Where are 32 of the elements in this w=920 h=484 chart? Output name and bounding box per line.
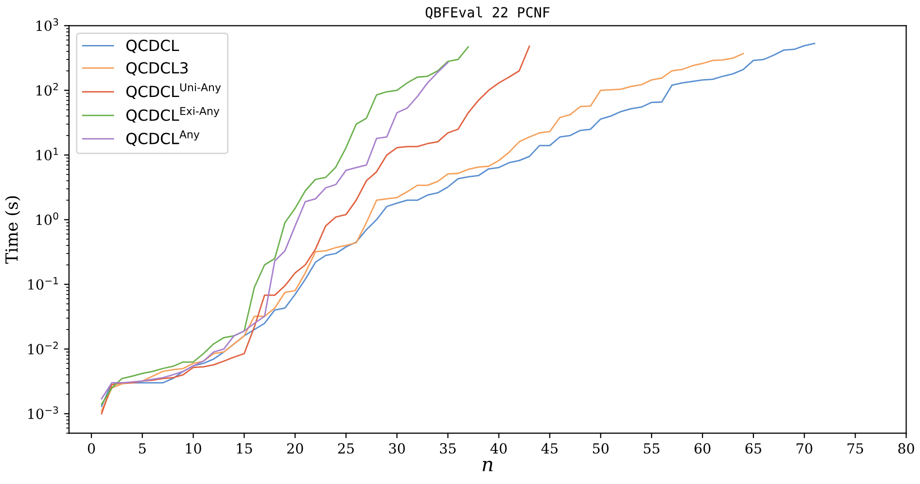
x-tick-label: 80 <box>898 443 914 454</box>
y-tick-label: 10$^{0}$ <box>36 212 58 226</box>
legend-label: QCDCL <box>126 40 180 53</box>
x-tick-label: 60 <box>694 443 710 454</box>
y-tick-label: 10$^{2}$ <box>36 82 58 96</box>
legend-label: QCDCL$^{Uni-Any}$ <box>126 83 221 100</box>
x-axis-title: n <box>482 460 493 472</box>
x-tick-label: 35 <box>440 443 456 454</box>
chart-title: QBFEval 22 PCNF <box>426 6 550 20</box>
y-tick-label: 10$^{−2}$ <box>28 342 58 354</box>
legend-label: QCDCL$^{Any}$ <box>126 130 200 146</box>
y-tick-label: 10$^{−3}$ <box>28 406 58 420</box>
x-tick-label: 40 <box>490 443 507 454</box>
y-tick-label: 10$^{1}$ <box>36 148 58 160</box>
x-tick-label: 65 <box>746 443 762 454</box>
x-tick-label: 45 <box>541 443 558 454</box>
x-tick-label: 25 <box>338 443 354 454</box>
x-tick-label: 50 <box>592 443 609 454</box>
x-tick-label: 10 <box>186 443 202 454</box>
y-tick-label: 10$^{−1}$ <box>28 277 58 290</box>
y-axis-title: Time (s) <box>4 196 20 264</box>
x-tick-label: 5 <box>139 443 146 454</box>
legend-label: QCDCL$^{Exi-Any}$ <box>126 106 220 123</box>
x-tick-label: 15 <box>237 443 252 454</box>
x-tick-label: 70 <box>796 443 812 454</box>
x-tick-label: 20 <box>287 443 304 454</box>
x-tick-label: 0 <box>88 443 95 454</box>
x-tick-label: 30 <box>389 443 405 454</box>
legend-label: QCDCL3 <box>126 62 188 76</box>
y-tick-label: 10$^{3}$ <box>36 18 58 32</box>
x-tick-label: 75 <box>848 443 864 454</box>
x-tick-label: 55 <box>644 443 660 454</box>
